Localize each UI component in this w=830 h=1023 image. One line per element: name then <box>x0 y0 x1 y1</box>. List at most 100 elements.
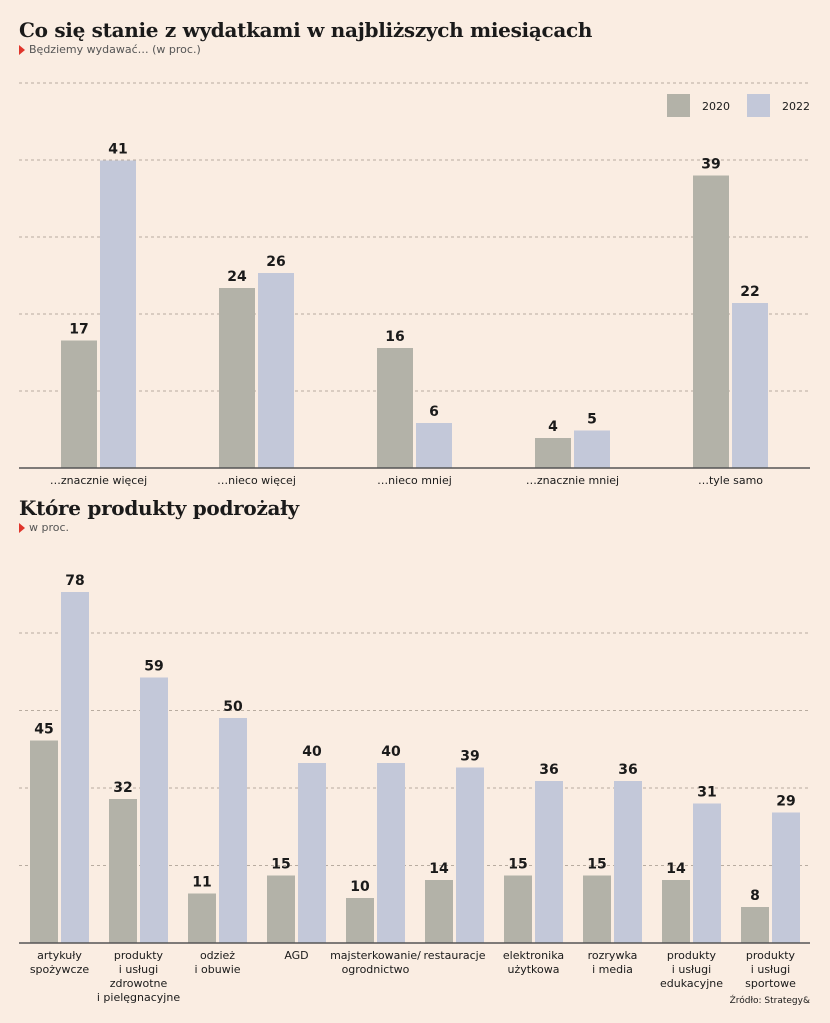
source-note: Źródło: Strategy& <box>729 996 810 1006</box>
category-label: produkty <box>114 949 164 962</box>
data-label: 15 <box>587 857 606 873</box>
category-label: rozrywka <box>588 949 638 962</box>
category-label: ogrodnictwo <box>342 963 410 976</box>
category-label: elektronika <box>503 949 564 962</box>
category-label: i usługi <box>672 963 711 976</box>
data-label: 14 <box>666 861 686 877</box>
data-label: 39 <box>460 749 479 765</box>
data-label: 31 <box>697 785 716 801</box>
data-label: 29 <box>776 794 795 810</box>
bar-2022 <box>140 677 168 943</box>
data-label: 39 <box>701 157 720 173</box>
data-label: 36 <box>539 762 558 778</box>
bar-2022 <box>258 273 294 468</box>
chart2-title: Które produkty podrożały <box>19 496 299 520</box>
category-label: sportowe <box>745 977 796 990</box>
data-label: 8 <box>750 888 760 904</box>
chart1-subtitle-text: Będziemy wydawać… (w proc.) <box>29 43 201 56</box>
bar-2020 <box>188 893 216 943</box>
data-label: 32 <box>113 780 132 796</box>
data-label: 40 <box>302 744 322 760</box>
category-label: restauracje <box>424 949 486 962</box>
category-label: i usługi <box>119 963 158 976</box>
category-label: majsterkowanie/ <box>330 949 421 962</box>
data-label: 10 <box>350 879 370 895</box>
data-label: 50 <box>223 699 243 715</box>
spending-chart: 17 41 …znacznie więcej 24 26 …nieco więcej 16 6… <box>19 82 810 487</box>
bar-2022 <box>298 763 326 943</box>
chart1-subtitle: Będziemy wydawać… (w proc.) <box>19 44 201 55</box>
bar-2020 <box>693 175 729 468</box>
bar-2022 <box>456 767 484 943</box>
chart1-title: Co się stanie z wydatkami w najbliższych… <box>19 18 593 42</box>
category-label: …nieco więcej <box>217 474 296 487</box>
bar-2020 <box>219 288 255 468</box>
red-triangle-icon <box>19 522 25 533</box>
bar-2022 <box>732 303 768 468</box>
bar-2020 <box>741 907 769 943</box>
data-label: 36 <box>618 762 637 778</box>
bar-2022 <box>219 718 247 943</box>
bar-2022 <box>100 160 136 468</box>
bar-2022 <box>61 592 89 943</box>
data-label: 59 <box>144 659 163 675</box>
category-label: i obuwie <box>194 963 240 976</box>
category-label: i pielęgnacyjne <box>97 991 180 1004</box>
data-label: 6 <box>429 404 439 420</box>
bar-2020 <box>583 875 611 943</box>
category-label: odzież <box>200 949 235 962</box>
red-triangle-icon <box>19 44 25 55</box>
category-label: użytkowa <box>507 963 559 976</box>
bar-2022 <box>614 781 642 943</box>
data-label: 15 <box>508 857 527 873</box>
bar-2022 <box>574 430 610 468</box>
category-label: …znacznie mniej <box>526 474 619 487</box>
bar-2020 <box>504 875 532 943</box>
bar-2020 <box>346 898 374 943</box>
legend-swatch-2020 <box>667 94 690 117</box>
category-label: i usługi <box>751 963 790 976</box>
category-label: …znacznie więcej <box>50 474 147 487</box>
data-label: 17 <box>69 322 88 338</box>
data-label: 4 <box>548 419 558 435</box>
bar-2020 <box>425 880 453 943</box>
category-label: …nieco mniej <box>377 474 452 487</box>
bar-2020 <box>267 875 295 943</box>
data-label: 45 <box>34 722 53 738</box>
chart2-subtitle-text: w proc. <box>29 521 70 534</box>
bar-2022 <box>416 423 452 468</box>
category-label: artykuły <box>37 949 82 962</box>
bar-2020 <box>662 880 690 943</box>
bar-2020 <box>535 438 571 468</box>
data-label: 78 <box>65 573 84 589</box>
bar-2020 <box>109 799 137 943</box>
legend-label-2020: 2020 <box>702 100 730 113</box>
bar-2020 <box>377 348 413 468</box>
data-label: 24 <box>227 269 247 285</box>
data-label: 40 <box>381 744 401 760</box>
bar-2022 <box>535 781 563 943</box>
bar-2020 <box>30 740 58 943</box>
data-label: 11 <box>192 875 211 891</box>
category-label: produkty <box>667 949 717 962</box>
category-label: spożywcze <box>30 963 90 976</box>
category-label: i media <box>592 963 633 976</box>
legend-label-2022: 2022 <box>782 100 810 113</box>
category-label: zdrowotne <box>110 977 168 990</box>
data-label: 22 <box>740 284 759 300</box>
bar-2020 <box>61 340 97 468</box>
bar-2022 <box>377 763 405 943</box>
data-label: 15 <box>271 857 290 873</box>
bar-2022 <box>693 803 721 943</box>
data-label: 41 <box>108 142 127 158</box>
category-label: AGD <box>284 949 308 962</box>
chart2-subtitle: w proc. <box>19 522 69 533</box>
data-label: 14 <box>429 861 449 877</box>
bar-2022 <box>772 812 800 943</box>
data-label: 26 <box>266 254 285 270</box>
data-label: 5 <box>587 412 597 428</box>
category-label: produkty <box>746 949 796 962</box>
legend-swatch-2022 <box>747 94 770 117</box>
category-label: edukacyjne <box>660 977 723 990</box>
